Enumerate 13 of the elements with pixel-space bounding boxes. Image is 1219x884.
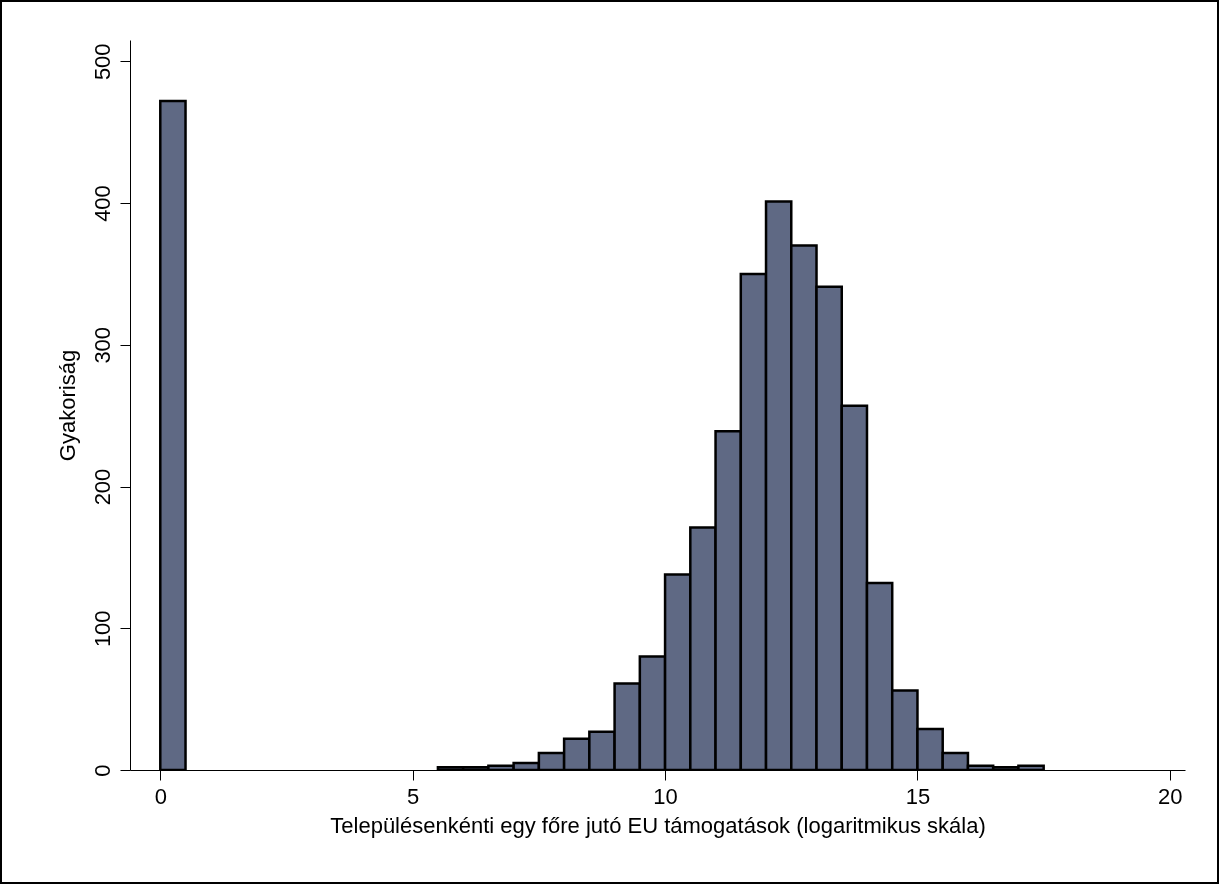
y-tick-label: 300	[89, 326, 115, 364]
x-axis-title: Településenkénti egy főre jutó EU támogatások (logaritmikus skála)	[330, 812, 986, 838]
y-tick-label: 500	[89, 43, 115, 81]
x-tick-label: 5	[407, 783, 420, 809]
y-tick-label: 400	[89, 185, 115, 222]
y-tick-label: 100	[89, 610, 115, 648]
y-tick-label: 200	[89, 468, 115, 506]
x-tick-label: 0	[154, 783, 167, 809]
x-tick-label: 10	[653, 783, 678, 809]
y-tick-label: 0	[89, 764, 115, 777]
y-axis-title: Gyakoriság	[54, 349, 80, 462]
x-tick-label: 15	[905, 783, 931, 809]
x-tick-label: 20	[1158, 783, 1183, 809]
